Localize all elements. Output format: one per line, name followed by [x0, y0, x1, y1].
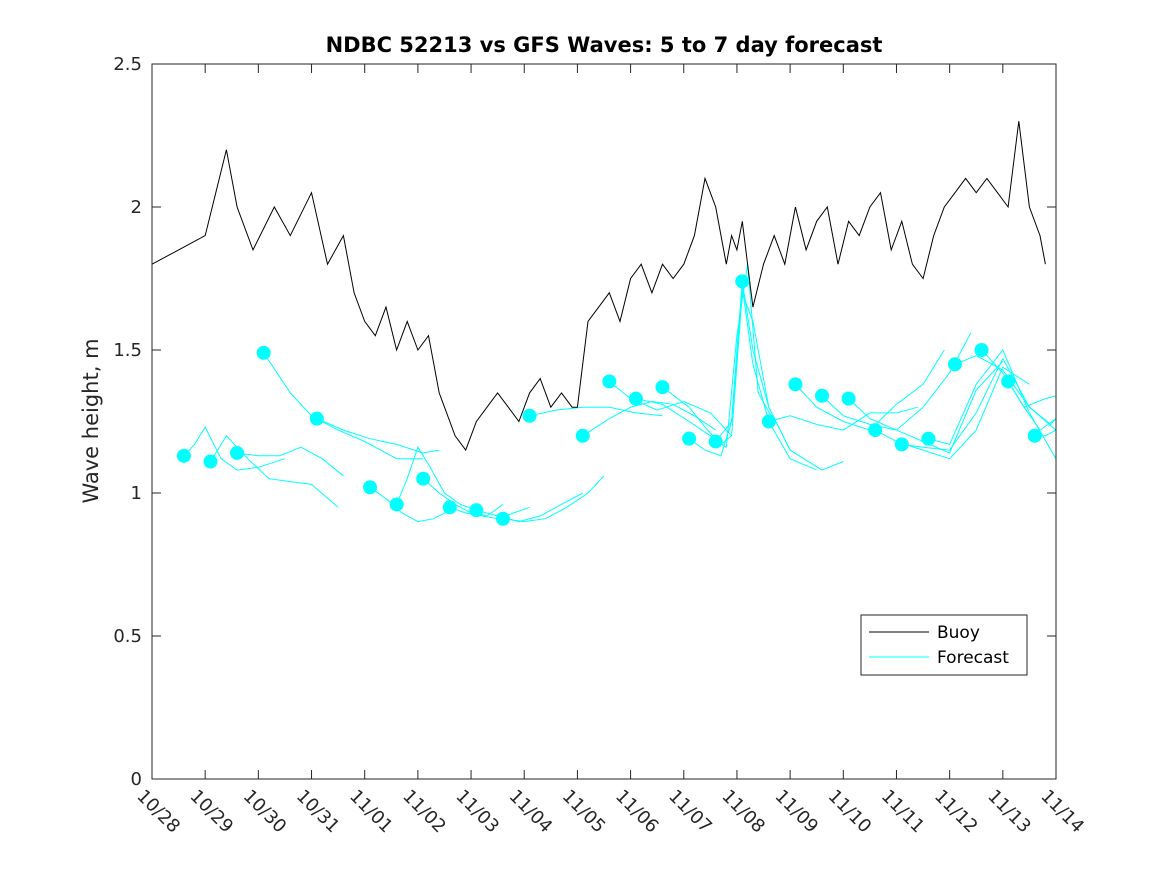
forecast-start-point — [389, 497, 404, 512]
forecast-start-point — [947, 357, 962, 372]
forecast-line — [582, 400, 716, 437]
forecast-line — [263, 352, 424, 460]
forecast-line — [529, 406, 663, 417]
forecast-line — [210, 434, 339, 508]
y-tick-label: 0.5 — [113, 626, 142, 647]
forecast-start-point — [416, 471, 431, 486]
forecast-line — [768, 406, 918, 431]
y-tick-label: 2.5 — [113, 54, 142, 75]
forecast-start-point — [469, 503, 484, 518]
plot-frame — [151, 63, 1057, 780]
legend: Buoy Forecast — [860, 614, 1028, 676]
forecast-line — [237, 446, 344, 477]
forecast-start-point — [841, 391, 856, 406]
forecast-line — [608, 381, 732, 437]
y-tick-label: 1 — [131, 483, 142, 504]
forecast-line — [396, 446, 477, 511]
forecast-start-point — [868, 423, 883, 438]
forecast-start-point — [1001, 374, 1016, 389]
forecast-start-point — [495, 511, 510, 526]
forecast-start-point — [921, 431, 936, 446]
forecast-start-point — [815, 388, 830, 403]
forecast-start-point — [575, 428, 590, 443]
series-layer — [151, 121, 1057, 526]
chart-title: NDBC 52213 vs GFS Waves: 5 to 7 day fore… — [326, 33, 883, 57]
forecast-start-point — [682, 431, 697, 446]
forecast-line — [183, 426, 286, 471]
forecast-start-point — [708, 434, 723, 449]
forecast-start-point — [203, 454, 218, 469]
forecast-start-point — [256, 345, 271, 360]
buoy-line — [151, 121, 1046, 452]
forecast-line — [449, 506, 530, 520]
forecast-start-point — [602, 374, 617, 389]
forecast-line — [662, 292, 791, 451]
forecast-start-point — [735, 274, 750, 289]
forecast-line — [502, 475, 605, 523]
legend-buoy-label: Buoy — [937, 623, 980, 643]
legend-forecast-label: Forecast — [937, 648, 1009, 668]
forecast-line — [715, 281, 844, 471]
forecast-start-point — [628, 391, 643, 406]
forecast-start-point — [655, 380, 670, 395]
forecast-line — [954, 355, 1057, 426]
forecast-line — [635, 264, 775, 449]
forecast-start-point — [442, 500, 457, 515]
forecast-line — [1007, 381, 1057, 431]
y-tick-label: 0 — [131, 769, 142, 790]
forecast-line — [369, 486, 451, 523]
forecast-start-point — [974, 343, 989, 357]
forecast-line — [476, 492, 583, 523]
forecast-start-point — [894, 437, 909, 452]
forecast-start-point — [309, 411, 324, 426]
forecast-start-point — [176, 448, 191, 463]
forecast-start-point — [788, 377, 803, 392]
legend-box — [860, 614, 1028, 676]
forecast-start-point — [522, 408, 537, 423]
y-axis-label: Wave height, m — [79, 338, 103, 503]
forecast-line — [316, 418, 440, 454]
forecast-start-point — [230, 445, 245, 460]
forecast-start-point — [761, 414, 776, 429]
forecast-start-point — [1027, 428, 1042, 443]
forecast-start-point — [363, 480, 378, 495]
y-tick-label: 2 — [131, 197, 142, 218]
y-tick-label: 1.5 — [113, 340, 142, 361]
